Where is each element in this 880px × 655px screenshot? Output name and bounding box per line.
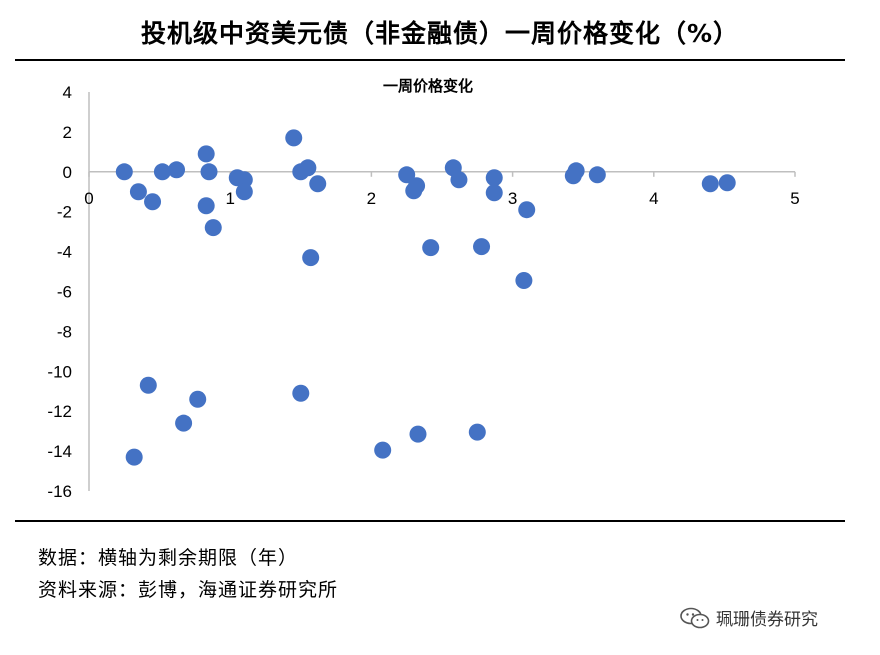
data-point (567, 162, 585, 180)
data-point (408, 177, 426, 195)
chart-bottom-divider (15, 520, 845, 522)
data-point (197, 197, 215, 215)
data-point (515, 272, 533, 290)
title-divider (15, 59, 845, 61)
y-tick-label: -4 (57, 243, 72, 262)
wechat-icon (680, 607, 710, 628)
x-tick-label: 4 (649, 189, 658, 208)
data-point (409, 425, 427, 443)
y-tick-label: -12 (47, 402, 72, 421)
data-point (189, 390, 207, 408)
data-point (518, 201, 536, 219)
data-point (200, 163, 218, 181)
data-point (125, 448, 143, 466)
data-point (701, 175, 719, 193)
data-point (468, 423, 486, 441)
data-point (292, 384, 310, 402)
data-point (450, 171, 468, 189)
data-point (485, 184, 503, 202)
data-point (485, 169, 503, 187)
x-tick-label: 0 (84, 189, 93, 208)
page-title: 投机级中资美元债（非金融债）一周价格变化（%） (140, 19, 740, 48)
y-tick-label: -6 (57, 283, 72, 302)
data-point (129, 183, 147, 201)
data-point (168, 161, 186, 179)
data-point (115, 163, 133, 181)
y-tick-label: -10 (47, 362, 72, 381)
scatter-chart: 一周价格变化 0 1 2 3 4 5 4 2 0 -2 -4 -6 -8 -10 -12 -14 -16 (47, 77, 799, 501)
y-tick-label: -14 (47, 442, 72, 461)
data-point (204, 219, 222, 237)
y-tick-label: -8 (57, 322, 72, 341)
data-point (144, 193, 162, 211)
data-point (299, 159, 317, 177)
data-point (473, 238, 491, 256)
y-tick-label: -2 (57, 203, 72, 222)
y-tick-label: 4 (63, 83, 72, 102)
y-tick-label: -16 (47, 482, 72, 501)
data-point (153, 163, 171, 181)
x-tick-label: 5 (790, 189, 799, 208)
data-point (197, 145, 215, 163)
data-point (175, 414, 193, 432)
x-tick-label: 1 (225, 189, 234, 208)
y-tick-label: 2 (63, 123, 72, 142)
source-note: 资料来源：彭博，海通证券研究所 (38, 579, 339, 601)
data-point (285, 129, 303, 147)
watermark-text: 珮珊债券研究 (716, 610, 818, 630)
data-point (309, 175, 327, 193)
watermark: 珮珊债券研究 (680, 605, 818, 630)
data-point (139, 376, 157, 394)
y-tick-label: 0 (63, 163, 72, 182)
data-point (588, 166, 606, 184)
data-point (302, 249, 320, 267)
data-note: 数据：横轴为剩余期限（年） (38, 547, 299, 569)
data-point (718, 174, 736, 192)
x-tick-label: 2 (367, 189, 376, 208)
data-point (235, 171, 253, 189)
x-tick-label: 3 (508, 189, 517, 208)
data-point (374, 441, 392, 459)
data-point (235, 183, 253, 201)
data-point (398, 166, 416, 184)
data-point (422, 239, 440, 257)
chart-title: 一周价格变化 (383, 77, 473, 95)
